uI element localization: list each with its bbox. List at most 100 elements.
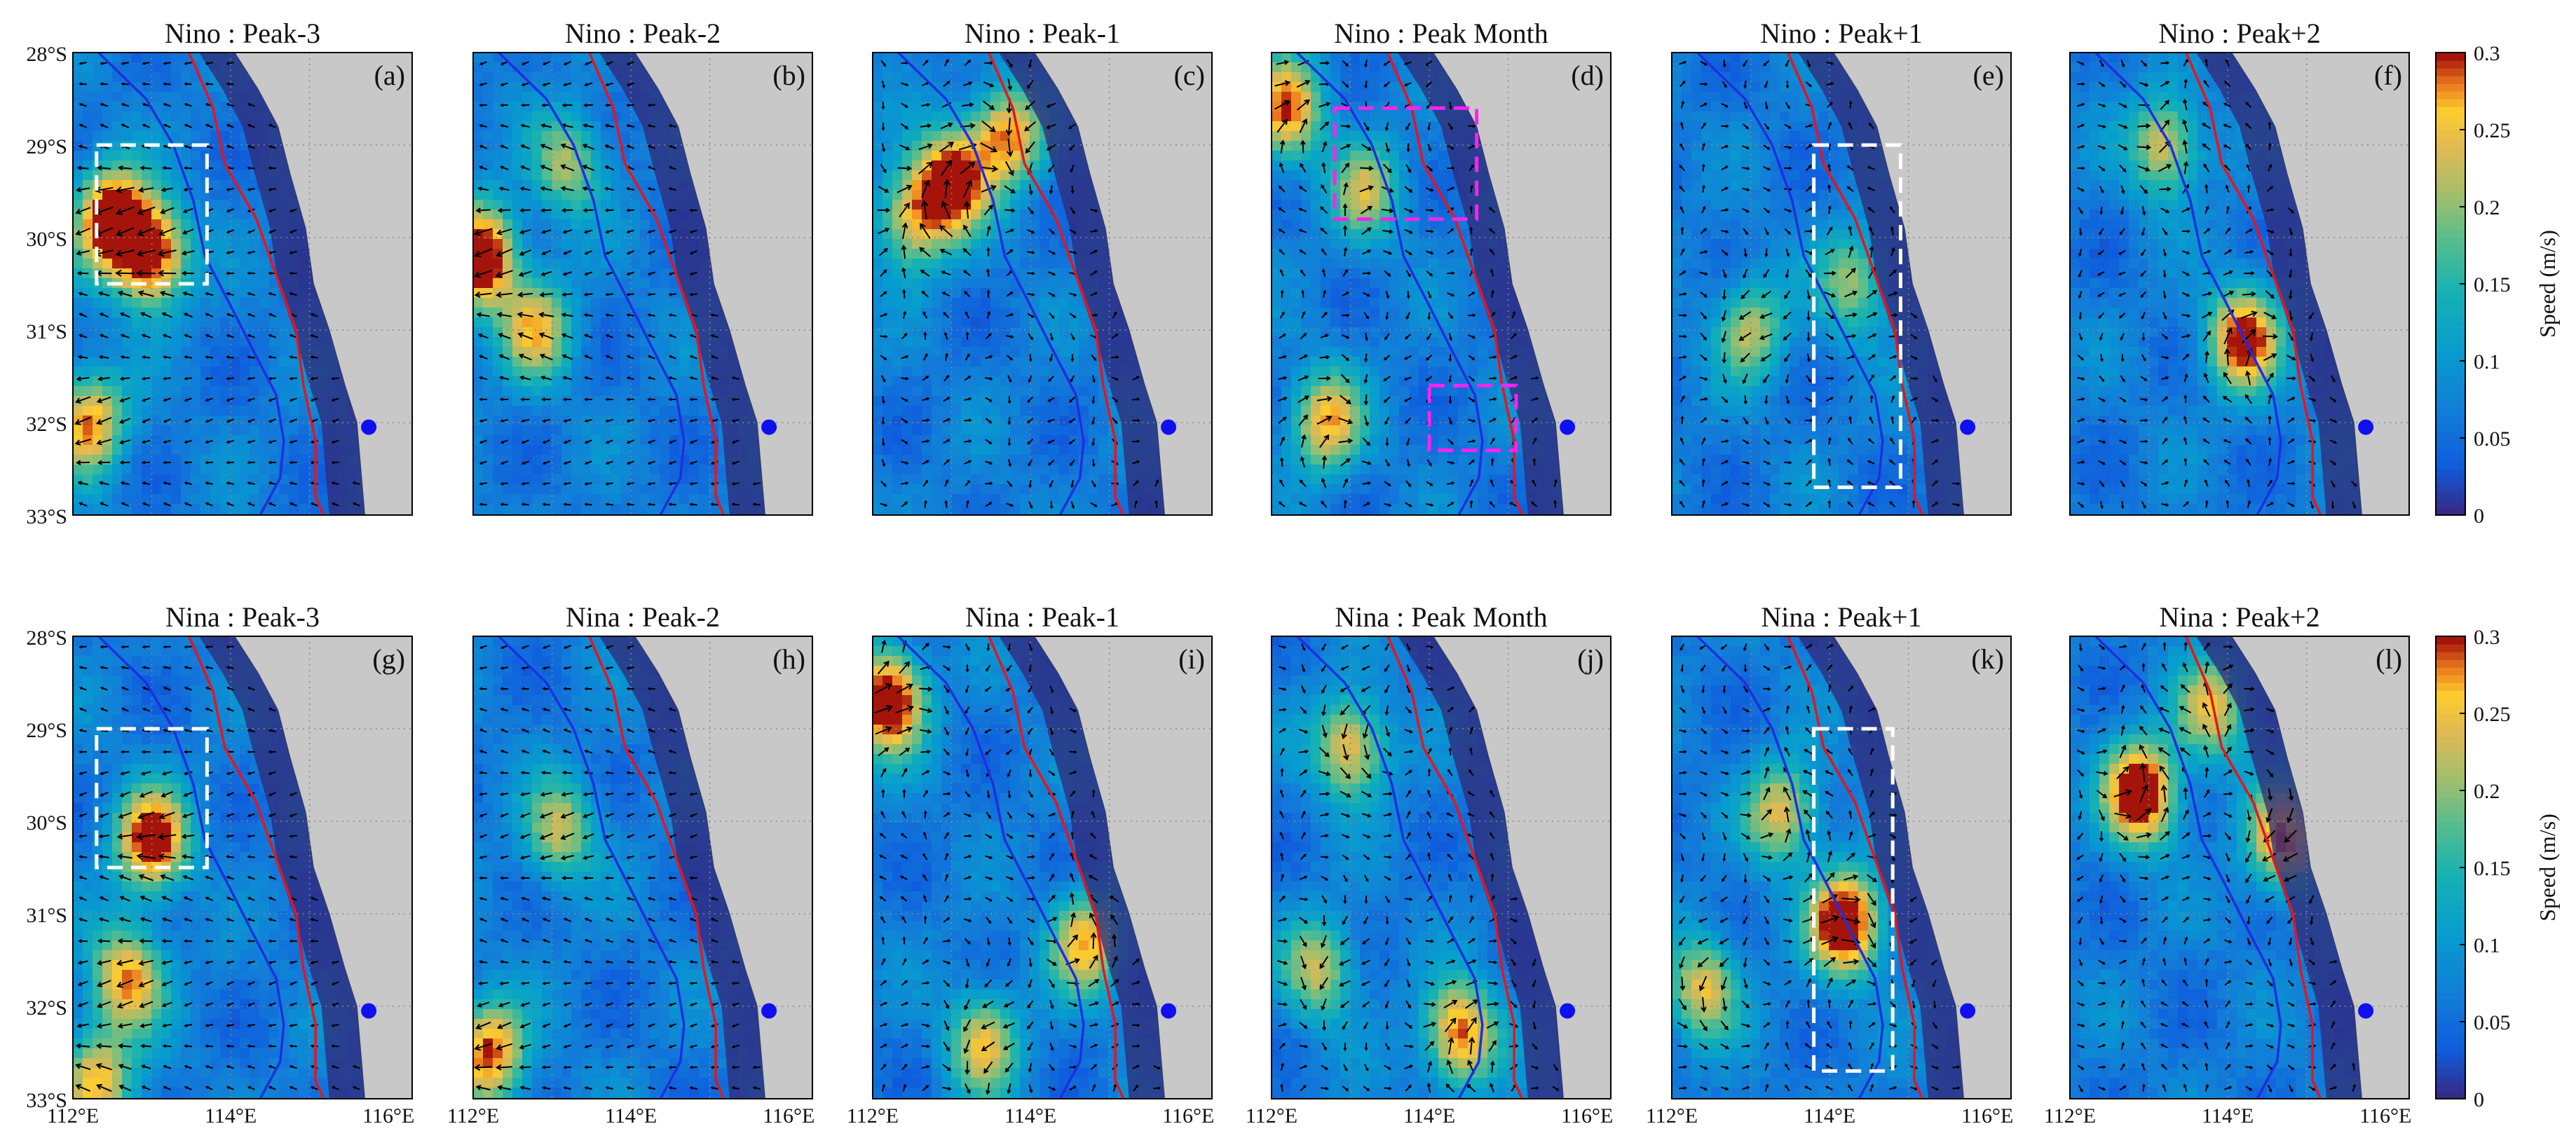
velocity-arrow	[205, 397, 213, 402]
velocity-arrow	[78, 144, 88, 149]
speed-cell	[669, 445, 680, 455]
speed-cell	[210, 200, 221, 210]
speed-cell	[1020, 210, 1030, 220]
speed-cell	[191, 131, 201, 142]
speed-cell	[873, 229, 883, 240]
speed-cell	[483, 121, 493, 132]
speed-cell	[660, 308, 670, 318]
speed-cell	[591, 131, 601, 142]
speed-cell	[1020, 268, 1030, 279]
speed-cell	[532, 504, 543, 514]
speed-cell	[473, 219, 484, 230]
speed-cell	[151, 82, 162, 92]
speed-cell	[73, 160, 83, 171]
speed-cell	[493, 366, 503, 377]
velocity-arrow	[310, 502, 318, 507]
speed-cell	[269, 327, 280, 338]
speed-cell	[892, 268, 903, 279]
speed-cell	[882, 347, 893, 357]
speed-cell	[591, 347, 601, 357]
speed-cell	[73, 386, 83, 397]
speed-cell	[181, 259, 191, 269]
speed-cell	[132, 53, 142, 63]
speed-cell	[650, 494, 660, 505]
speed-cell	[112, 337, 123, 348]
speed-cell	[1010, 82, 1021, 92]
speed-cell	[102, 366, 113, 377]
speed-cell	[532, 474, 543, 485]
speed-cell	[93, 317, 103, 328]
speed-cell	[473, 190, 484, 200]
speed-cell	[561, 347, 572, 357]
panel-title: Nino : Peak-3	[165, 18, 320, 49]
speed-cell	[620, 347, 631, 357]
speed-cell	[591, 465, 601, 475]
speed-cell	[1030, 239, 1040, 249]
speed-cell	[73, 210, 83, 220]
speed-cell	[132, 445, 142, 455]
speed-cell	[473, 494, 484, 505]
speed-cell	[200, 347, 211, 357]
speed-cell	[181, 347, 191, 357]
speed-cell	[922, 278, 932, 289]
speed-cell	[971, 288, 981, 299]
speed-cell	[493, 239, 503, 249]
speed-cell	[892, 219, 903, 230]
speed-cell	[620, 337, 631, 348]
speed-cell	[240, 347, 250, 357]
speed-cell	[151, 249, 162, 259]
speed-cell	[941, 347, 952, 357]
speed-cell	[522, 268, 533, 279]
speed-cell	[93, 357, 103, 367]
speed-cell	[709, 445, 719, 455]
speed-cell	[522, 465, 533, 475]
velocity-arrow	[540, 165, 553, 172]
speed-cell	[1059, 298, 1070, 308]
speed-cell	[132, 239, 142, 249]
speed-cell	[1030, 327, 1040, 338]
velocity-arrow	[184, 102, 192, 107]
speed-cell	[1020, 219, 1030, 230]
speed-cell	[220, 170, 231, 181]
speed-cell	[630, 160, 641, 171]
velocity-arrow	[475, 207, 491, 214]
velocity-arrow	[331, 397, 339, 402]
speed-cell	[122, 249, 132, 259]
speed-cell	[571, 465, 582, 475]
speed-cell	[171, 484, 182, 495]
speed-cell	[250, 288, 260, 299]
speed-cell	[689, 465, 700, 475]
speed-cell	[611, 465, 621, 475]
speed-cell	[220, 131, 231, 142]
speed-cell	[73, 308, 83, 318]
speed-cell	[990, 298, 1001, 308]
speed-cell	[601, 337, 611, 348]
speed-cell	[483, 53, 493, 63]
speed-cell	[73, 484, 83, 495]
velocity-arrow	[100, 102, 109, 107]
speed-cell	[181, 425, 191, 436]
speed-cell	[542, 435, 552, 446]
speed-cell	[102, 445, 113, 455]
speed-cell	[650, 396, 660, 406]
speed-cell	[112, 465, 123, 475]
speed-cell	[308, 484, 319, 495]
velocity-arrow	[100, 123, 109, 129]
speed-cell	[230, 474, 240, 485]
speed-cell	[542, 92, 552, 102]
velocity-arrow	[163, 502, 171, 507]
speed-cell	[630, 278, 641, 289]
speed-cell	[611, 337, 621, 348]
speed-cell	[200, 435, 211, 446]
speed-cell	[951, 62, 962, 73]
speed-cell	[269, 425, 280, 436]
speed-cell	[210, 170, 221, 181]
speed-cell	[1010, 92, 1021, 102]
speed-cell	[601, 357, 611, 367]
velocity-arrow	[75, 228, 91, 236]
speed-cell	[951, 347, 962, 357]
speed-cell	[493, 72, 503, 83]
speed-cell	[611, 82, 621, 92]
speed-cell	[922, 111, 932, 122]
velocity-arrow	[226, 397, 234, 402]
